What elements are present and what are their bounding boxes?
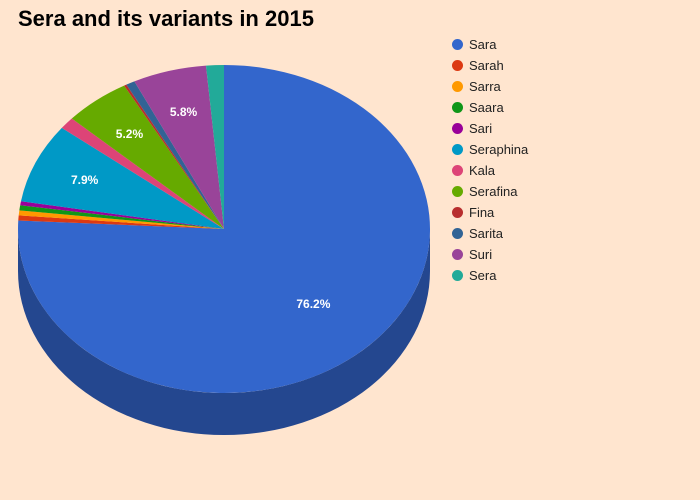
pie-slice-saara[interactable] (19, 205, 224, 229)
legend-item-sara[interactable]: Sara (452, 34, 528, 55)
legend-label: Sarra (469, 79, 501, 94)
legend-swatch (452, 144, 463, 155)
legend-swatch (452, 123, 463, 134)
legend-item-kala[interactable]: Kala (452, 160, 528, 181)
pie-slice-kala[interactable] (61, 118, 224, 229)
legend-label: Sarah (469, 58, 504, 73)
legend-item-suri[interactable]: Suri (452, 244, 528, 265)
legend-swatch (452, 60, 463, 71)
legend-label: Fina (469, 205, 495, 220)
legend-swatch (452, 270, 463, 281)
pie-slice-fina[interactable] (124, 84, 224, 229)
legend-label: Sara (469, 37, 497, 52)
pie-slice-sara[interactable] (18, 65, 430, 393)
legend-item-sari[interactable]: Sari (452, 118, 528, 139)
pie-slice-sarra[interactable] (18, 210, 225, 229)
legend-label: Saara (469, 100, 504, 115)
slice-label-sara: 76.2% (296, 297, 330, 311)
legend-swatch (452, 81, 463, 92)
slice-label-serafina: 5.2% (116, 127, 144, 141)
legend-item-serafina[interactable]: Serafina (452, 181, 528, 202)
legend-label: Sari (469, 121, 493, 136)
pie-slice-sarah[interactable] (18, 215, 224, 229)
legend-item-sera[interactable]: Sera (452, 265, 528, 286)
legend: Sara Sarah Sarra Saara Sari Seraphina Kala Sera… (452, 34, 528, 286)
legend-swatch (452, 186, 463, 197)
legend-label: Kala (469, 163, 496, 178)
legend-label: Seraphina (469, 142, 529, 157)
legend-item-seraphina[interactable]: Seraphina (452, 139, 528, 160)
legend-item-sarah[interactable]: Sarah (452, 55, 528, 76)
pie-slice-serafina[interactable] (71, 85, 225, 229)
legend-swatch (452, 207, 463, 218)
legend-swatch (452, 102, 463, 113)
legend-item-sarita[interactable]: Sarita (452, 223, 528, 244)
pie-side-sara (18, 229, 430, 435)
legend-item-fina[interactable]: Fina (452, 202, 528, 223)
slice-label-suri: 5.8% (170, 105, 198, 119)
legend-label: Serafina (469, 184, 518, 199)
legend-label: Sarita (469, 226, 503, 241)
legend-label: Suri (469, 247, 493, 262)
pie-sides (18, 229, 430, 435)
legend-swatch (452, 165, 463, 176)
chart-title: Sera and its variants in 2015 (18, 6, 314, 31)
legend-item-saara[interactable]: Saara (452, 97, 528, 118)
pie-slice-suri[interactable] (134, 65, 224, 229)
pie-slice-sarita[interactable] (126, 81, 224, 229)
pie-slice-sari[interactable] (20, 201, 225, 229)
pie-top (18, 65, 430, 393)
slice-label-seraphina: 7.9% (71, 173, 99, 187)
legend-label: Sera (469, 268, 497, 283)
legend-swatch (452, 39, 463, 50)
legend-swatch (452, 228, 463, 239)
legend-item-sarra[interactable]: Sarra (452, 76, 528, 97)
legend-swatch (452, 249, 463, 260)
pie-slice-sera[interactable] (205, 65, 224, 229)
pie-labels: 76.2% 7.9% 5.2% 5.8% (71, 105, 331, 311)
pie-slice-seraphina[interactable] (20, 127, 225, 229)
